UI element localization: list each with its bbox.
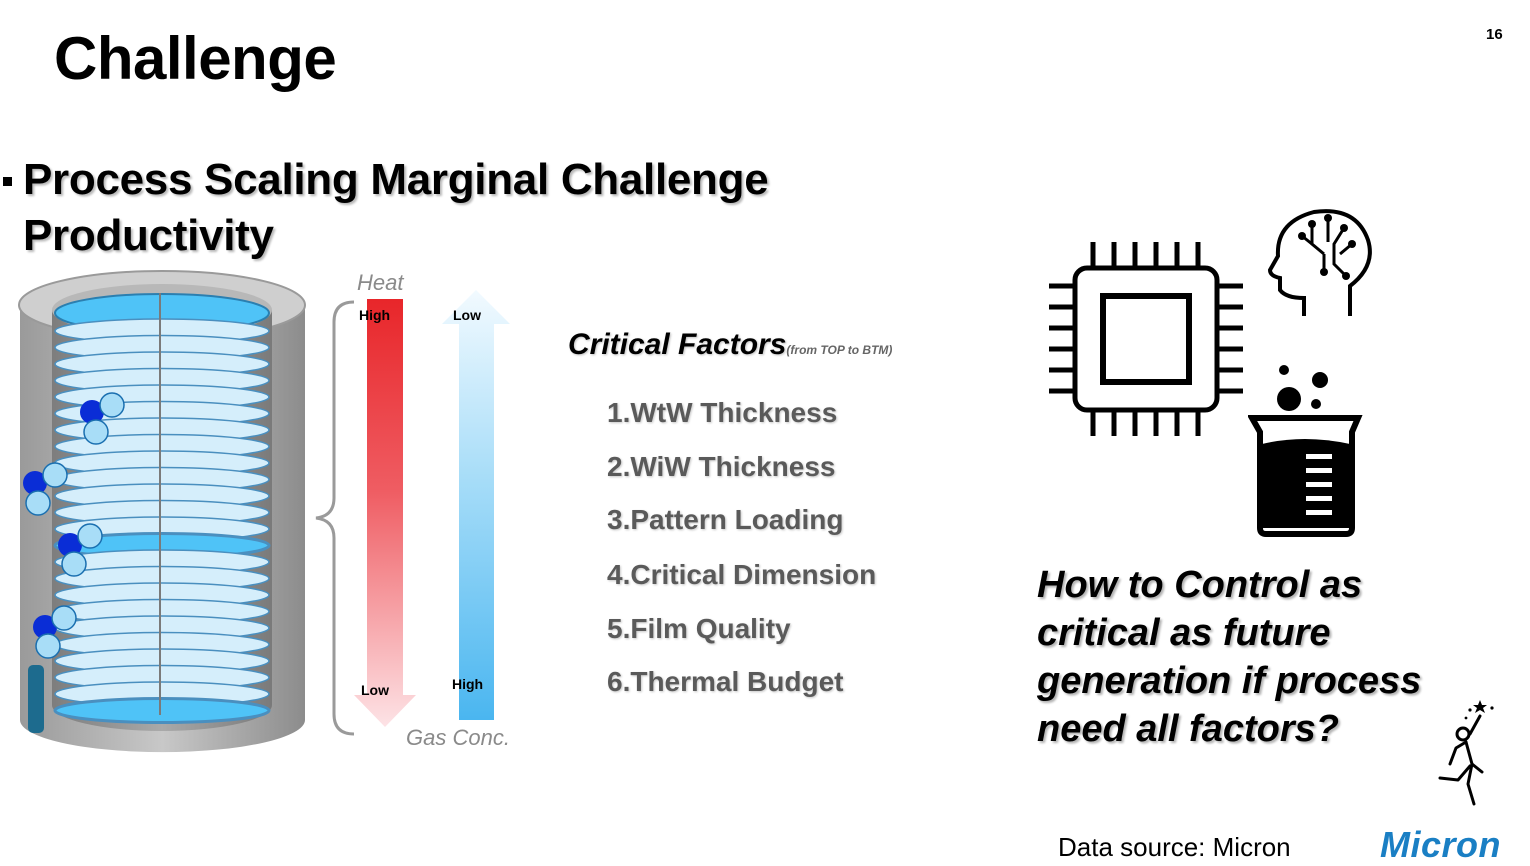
data-source: Data source: Micron <box>1058 832 1291 862</box>
factor-item: 6.Thermal Budget <box>607 666 844 697</box>
heat-label: Heat <box>357 270 404 295</box>
wafer <box>53 697 271 724</box>
brain-circuit-icon <box>1267 209 1372 316</box>
critical-factors-heading: Critical Factors <box>568 328 787 361</box>
gas-molecules <box>23 392 125 659</box>
question-line-2: critical as future <box>1037 612 1331 654</box>
slide-title: Challenge <box>54 25 337 92</box>
heat-gradient-arrow <box>354 299 416 727</box>
beaker-icon <box>1248 365 1363 537</box>
factor-item: 5.Film Quality <box>607 613 791 644</box>
curly-bracket <box>315 300 355 736</box>
furnace-illustration <box>18 270 306 753</box>
gas-high-label: High <box>452 676 484 692</box>
gas-conc-label: Gas Conc. <box>406 725 510 750</box>
heat-high-label: High <box>359 307 391 323</box>
bullet-line-1: Process Scaling Marginal Challenge <box>23 155 769 204</box>
question-line-4: need all factors? <box>1037 708 1339 750</box>
bullet-marker <box>3 177 12 186</box>
bullet-heading: Process Scaling Marginal Challenge Produ… <box>23 152 769 264</box>
person-reaching-star-icon <box>1438 700 1494 806</box>
question-line-1: How to Control as <box>1037 564 1363 606</box>
factor-item: 2.WiW Thickness <box>607 451 836 482</box>
heat-low-label: Low <box>361 682 389 698</box>
question-line-3: generation if process <box>1037 660 1422 702</box>
factor-item: 3.Pattern Loading <box>607 504 844 535</box>
factor-item: 1.WtW Thickness <box>607 397 838 428</box>
gas-low-label: Low <box>453 307 481 323</box>
gas-injector <box>28 665 44 733</box>
gas-concentration-arrow <box>442 290 510 720</box>
cpu-chip-icon <box>1049 242 1243 436</box>
control-question: How to Control as critical as future gen… <box>1037 561 1507 753</box>
critical-factors-subtitle: (from TOP to BTM) <box>786 343 893 357</box>
bullet-line-2: Productivity <box>23 211 274 260</box>
factor-item: 4.Critical Dimension <box>607 559 877 590</box>
critical-factors-title: Critical Factors(from TOP to BTM) <box>568 328 892 362</box>
page-number: 16 <box>1486 26 1503 43</box>
micron-logo: Micron <box>1380 824 1502 865</box>
